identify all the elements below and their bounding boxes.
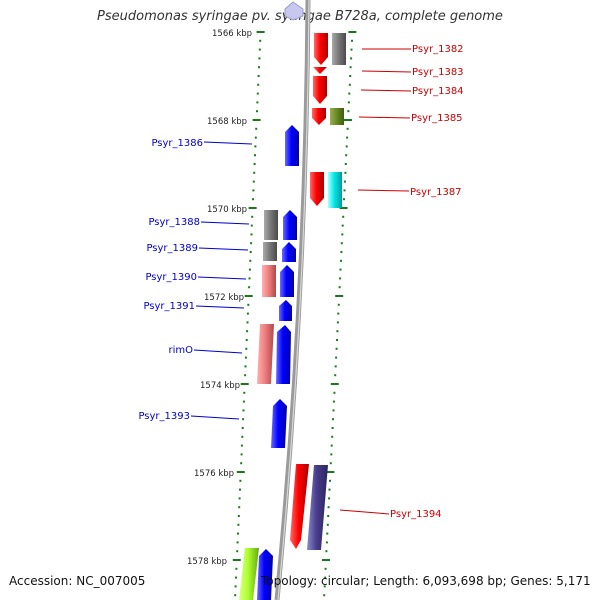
tick-label: 1574 kbp xyxy=(200,381,240,391)
gene-arrow-psyr-1389[interactable] xyxy=(282,242,296,262)
gene-arrow-psyr-1385[interactable] xyxy=(312,108,326,125)
gene-label-psyr-1388[interactable]: Psyr_1388 xyxy=(148,217,200,228)
genome-backbone xyxy=(274,0,311,600)
tick-label: 1576 kbp xyxy=(194,469,234,479)
tick-label: 1568 kbp xyxy=(207,117,247,127)
gene-box-cyan-1387[interactable] xyxy=(328,172,342,208)
gene-arrow-bottom[interactable] xyxy=(257,549,273,600)
gene-box-gray-1388[interactable] xyxy=(264,210,278,240)
gene-arrow-psyr-1386[interactable] xyxy=(285,125,299,166)
gene-label-psyr-1382[interactable]: Psyr_1382 xyxy=(412,44,464,55)
tick-label: 1566 kbp xyxy=(212,29,252,39)
gene-arrow-psyr-1382[interactable] xyxy=(314,33,328,65)
gene-label-psyr-1383[interactable]: Psyr_1383 xyxy=(412,67,464,78)
gene-arrow-psyr-1384[interactable] xyxy=(313,76,327,104)
gene-label-psyr-1384[interactable]: Psyr_1384 xyxy=(412,86,464,97)
gene-label-psyr-1391[interactable]: Psyr_1391 xyxy=(143,301,195,312)
tick-label: 1570 kbp xyxy=(207,205,247,215)
gene-label-psyr-1393[interactable]: Psyr_1393 xyxy=(138,411,190,422)
gene-box-navy-1394[interactable] xyxy=(307,465,328,550)
gene-arrow-psyr-1388[interactable] xyxy=(283,210,297,240)
gene-arrow-psyr-1394[interactable] xyxy=(290,464,309,549)
gene-box-olive-1385[interactable] xyxy=(330,108,344,125)
forward-leader-lines xyxy=(190,141,253,420)
gene-label-psyr-1394[interactable]: Psyr_1394 xyxy=(390,509,442,520)
gene-arrow-psyr-1383[interactable] xyxy=(313,67,327,74)
gene-label-psyr-1390[interactable]: Psyr_1390 xyxy=(145,272,197,283)
accession-text: Accession: NC_007005 xyxy=(9,574,146,588)
gene-label-psyr-1387[interactable]: Psyr_1387 xyxy=(410,187,462,198)
gene-box-gray-1382[interactable] xyxy=(332,33,346,65)
gene-arrow-psyr-1387[interactable] xyxy=(310,172,324,206)
gene-arrow-psyr-1393[interactable] xyxy=(271,399,287,448)
gene-label-rimo[interactable]: rimO xyxy=(168,345,193,356)
tick-label: 1578 kbp xyxy=(187,557,227,567)
gene-arrow-rimo[interactable] xyxy=(276,325,291,384)
gene-box-pink-1390[interactable] xyxy=(262,265,276,297)
gene-label-psyr-1386[interactable]: Psyr_1386 xyxy=(151,138,203,149)
inner-tick-ring xyxy=(232,31,265,597)
gene-arrow-psyr-1391[interactable] xyxy=(279,300,292,321)
backbone-highlight xyxy=(277,0,310,600)
gene-label-psyr-1389[interactable]: Psyr_1389 xyxy=(146,243,198,254)
reverse-leader-lines xyxy=(339,48,412,515)
gene-label-psyr-1385[interactable]: Psyr_1385 xyxy=(411,113,463,124)
gene-box-gray-1389[interactable] xyxy=(263,242,277,261)
tick-label: 1572 kbp xyxy=(204,293,244,303)
gene-box-pink-rimo[interactable] xyxy=(257,324,274,384)
gene-box-lime[interactable] xyxy=(239,548,259,600)
outer-tick-ring xyxy=(322,31,357,597)
position-marker[interactable] xyxy=(284,1,304,21)
gene-arrow-psyr-1390[interactable] xyxy=(280,265,294,297)
topology-text: Topology: circular; Length: 6,093,698 bp… xyxy=(261,574,591,588)
